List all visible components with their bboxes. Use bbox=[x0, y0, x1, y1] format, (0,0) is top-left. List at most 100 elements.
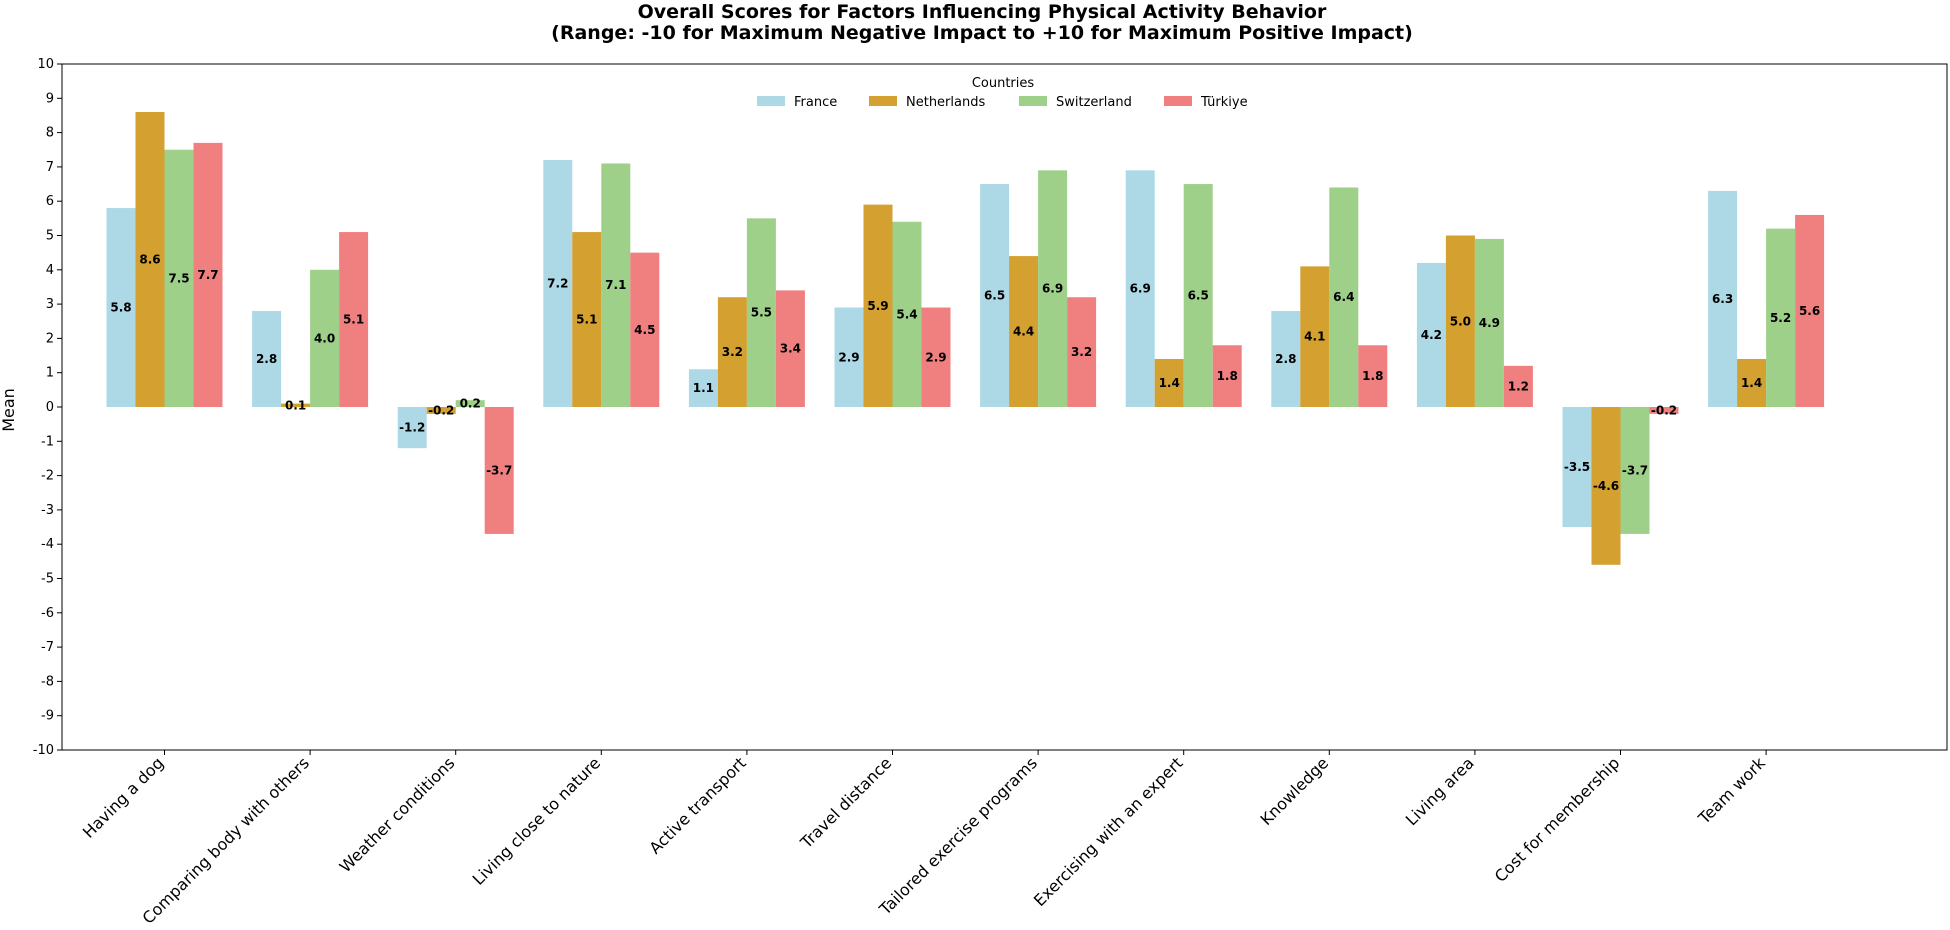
bar bbox=[164, 149, 194, 407]
legend-title: Countries bbox=[972, 76, 1035, 91]
plot-frame bbox=[61, 63, 1948, 751]
bar bbox=[572, 232, 602, 407]
bar-value-label: 2.8 bbox=[256, 352, 277, 366]
bar bbox=[1067, 297, 1097, 407]
bar bbox=[980, 184, 1010, 407]
y-tick-label: -9 bbox=[41, 709, 54, 724]
y-tick-label: -8 bbox=[41, 674, 54, 689]
y-tick-label: -3 bbox=[41, 503, 54, 518]
y-tick-label: -7 bbox=[41, 640, 54, 655]
y-tick-label: 7 bbox=[46, 160, 54, 175]
x-tick-label: Team work bbox=[1694, 753, 1770, 829]
y-tick-label: 4 bbox=[46, 263, 54, 278]
bar-value-label: 5.0 bbox=[1450, 314, 1471, 328]
bar bbox=[1445, 235, 1475, 407]
x-tick-label: Travel distance bbox=[796, 753, 895, 852]
y-tick-label: 0 bbox=[46, 400, 54, 415]
bar bbox=[863, 204, 893, 407]
bar-value-label: 6.5 bbox=[984, 289, 1005, 303]
bar-value-label: 6.9 bbox=[1130, 282, 1151, 296]
bar bbox=[1766, 228, 1796, 407]
bar bbox=[281, 403, 311, 407]
x-tick-label: Knowledge bbox=[1257, 753, 1333, 829]
bar bbox=[1212, 345, 1242, 407]
bar-value-label: 2.9 bbox=[838, 350, 859, 364]
bar bbox=[1183, 184, 1213, 407]
legend-label: France bbox=[794, 95, 837, 110]
x-tick-label: Living close to nature bbox=[469, 753, 604, 888]
bar bbox=[339, 232, 369, 407]
bar-value-label: 5.1 bbox=[343, 313, 364, 327]
bar-value-label: -0.2 bbox=[1651, 403, 1677, 417]
legend-swatch bbox=[869, 96, 897, 106]
bar-value-label: 1.4 bbox=[1159, 376, 1180, 390]
bar-value-label: -0.2 bbox=[428, 403, 454, 417]
bar-value-label: 1.4 bbox=[1741, 376, 1762, 390]
bar-value-label: 7.7 bbox=[197, 268, 218, 282]
y-tick-label: 1 bbox=[46, 366, 54, 381]
bar bbox=[1009, 256, 1039, 407]
x-tick-label: Having a dog bbox=[79, 753, 167, 841]
bar bbox=[1591, 407, 1621, 565]
bar bbox=[921, 307, 951, 407]
x-tick-label: Active transport bbox=[645, 753, 749, 857]
bar bbox=[1708, 190, 1738, 407]
y-tick-label: -1 bbox=[41, 434, 54, 449]
bar bbox=[1271, 310, 1301, 407]
bar-value-label: 1.8 bbox=[1362, 369, 1383, 383]
bar-value-label: 5.4 bbox=[896, 307, 917, 321]
bar bbox=[484, 407, 514, 534]
bar-value-label: -3.7 bbox=[1622, 463, 1648, 477]
x-tick-label: Living area bbox=[1402, 753, 1478, 829]
bar-value-label: 7.2 bbox=[547, 277, 568, 291]
bar-value-label: 5.6 bbox=[1799, 304, 1820, 318]
bar bbox=[1038, 170, 1068, 407]
bar-value-label: -4.6 bbox=[1593, 479, 1619, 493]
bar bbox=[252, 310, 282, 407]
bar bbox=[1125, 170, 1155, 407]
bar-value-label: 4.2 bbox=[1421, 328, 1442, 342]
bar-value-label: 4.4 bbox=[1013, 325, 1034, 339]
bar bbox=[106, 208, 136, 407]
y-tick-label: -4 bbox=[41, 537, 54, 552]
bar-value-label: 4.1 bbox=[1304, 330, 1325, 344]
bar-value-label: 4.5 bbox=[634, 323, 655, 337]
bar bbox=[630, 252, 660, 407]
bar-value-label: 5.2 bbox=[1770, 311, 1791, 325]
bar-value-label: 0.1 bbox=[285, 398, 306, 412]
bar-value-label: 6.3 bbox=[1712, 292, 1733, 306]
bar bbox=[1358, 345, 1388, 407]
y-tick-label: 2 bbox=[46, 331, 54, 346]
bar-value-label: 7.5 bbox=[168, 271, 189, 285]
x-tick-label: Exercising with an expert bbox=[1030, 753, 1187, 910]
bar-value-label: -3.7 bbox=[486, 463, 512, 477]
chart-subtitle: (Range: -10 for Maximum Negative Impact … bbox=[551, 22, 1413, 44]
bar bbox=[1737, 358, 1767, 407]
bar-value-label: -3.5 bbox=[1564, 460, 1590, 474]
bar-value-label: 6.5 bbox=[1188, 289, 1209, 303]
bar bbox=[135, 112, 165, 408]
bar-value-label: 0.2 bbox=[460, 397, 481, 411]
y-tick-label: 9 bbox=[46, 91, 54, 106]
bar bbox=[834, 307, 864, 407]
bar-value-label: 1.8 bbox=[1217, 369, 1238, 383]
bar-value-label: 6.9 bbox=[1042, 282, 1063, 296]
y-tick-label: 3 bbox=[46, 297, 54, 312]
bar-value-label: 3.4 bbox=[780, 342, 801, 356]
bar-value-label: 6.4 bbox=[1333, 290, 1354, 304]
y-tick-label: -10 bbox=[33, 743, 54, 758]
x-tick-label: Tailored exercise programs bbox=[875, 753, 1041, 919]
bar bbox=[775, 290, 805, 407]
legend-label: Netherlands bbox=[906, 95, 985, 110]
legend-swatch bbox=[1019, 96, 1047, 106]
y-axis-label: Mean bbox=[0, 388, 18, 432]
bar-value-label: 5.1 bbox=[576, 313, 597, 327]
bar bbox=[193, 142, 223, 407]
bar-value-label: 5.5 bbox=[751, 306, 772, 320]
bar bbox=[1154, 358, 1184, 407]
bar bbox=[1300, 266, 1330, 407]
y-tick-label: 5 bbox=[46, 229, 54, 244]
bar-value-label: 2.9 bbox=[925, 350, 946, 364]
chart-title: Overall Scores for Factors Influencing P… bbox=[638, 1, 1327, 23]
